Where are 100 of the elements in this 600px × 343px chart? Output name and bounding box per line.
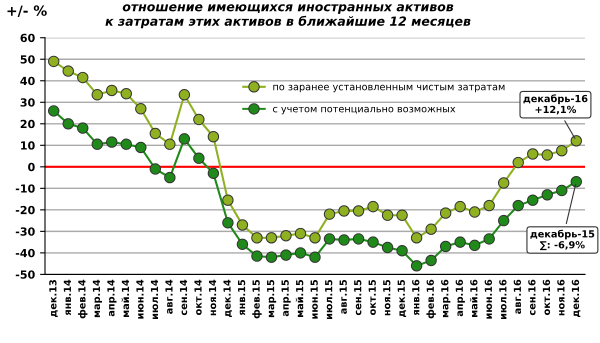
point	[236, 238, 248, 250]
x-tick-label: мар.14	[92, 280, 102, 318]
x-tick-label: янв.16	[412, 280, 420, 316]
point	[251, 232, 263, 244]
y-tick-label: 30	[20, 98, 35, 107]
point	[120, 88, 132, 100]
point	[309, 251, 321, 263]
y-tick-label: 20	[20, 120, 35, 128]
point	[135, 142, 146, 154]
x-tick-label: дек.16	[572, 280, 580, 317]
y-tick-label: -30	[16, 227, 35, 236]
point	[62, 118, 74, 130]
point	[512, 200, 524, 212]
y-tick-label: -10	[16, 184, 35, 193]
point	[208, 131, 220, 142]
point	[77, 122, 88, 134]
point	[556, 184, 568, 196]
point	[367, 236, 379, 248]
point	[527, 194, 538, 206]
x-tick-label: апр.15	[282, 280, 291, 316]
point	[527, 148, 538, 160]
point	[193, 152, 205, 164]
point	[135, 103, 146, 114]
point	[498, 214, 510, 226]
x-tick-label: ноя.14	[208, 280, 216, 316]
x-tick-label: июл.15	[325, 280, 332, 320]
y-axis-title: +/- %	[7, 5, 47, 17]
point	[484, 200, 495, 212]
y-tick-label: -40	[16, 248, 35, 258]
point	[164, 138, 176, 150]
point	[106, 84, 118, 96]
point	[294, 228, 306, 240]
point	[410, 232, 422, 244]
x-tick-label: дек.13	[49, 280, 58, 317]
point	[468, 240, 480, 252]
legend-label: по заранее установленным чистым затратам	[273, 84, 504, 92]
point	[294, 247, 306, 259]
point	[178, 89, 190, 100]
x-tick-label: окт.16	[542, 280, 550, 315]
x-tick-label: мар.16	[441, 280, 450, 318]
y-tick-label: 50	[20, 55, 35, 64]
x-tick-label: май.16	[470, 280, 478, 317]
x-tick-label: авг.14	[165, 280, 173, 314]
point	[367, 200, 379, 212]
point	[484, 233, 495, 245]
y-tick-label: 0	[28, 162, 35, 172]
point	[280, 230, 292, 242]
y-tick-label: 40	[20, 76, 35, 86]
point	[48, 105, 60, 117]
x-tick-label: сен.15	[354, 280, 362, 316]
point	[440, 240, 452, 252]
point	[396, 245, 408, 256]
point	[150, 128, 162, 140]
point	[77, 72, 88, 84]
point	[222, 217, 234, 228]
point	[352, 205, 364, 217]
point	[454, 200, 466, 212]
x-tick-label: апр.14	[107, 280, 116, 316]
annotation: декабрь-16 +12,1%	[523, 94, 588, 114]
point	[425, 224, 437, 235]
point	[512, 156, 524, 168]
point	[468, 206, 480, 218]
point	[193, 114, 205, 126]
point	[208, 168, 220, 179]
x-tick-label: дек.15	[398, 280, 406, 317]
x-tick-label: янв.15	[238, 280, 246, 316]
point	[92, 89, 103, 100]
point	[542, 149, 553, 161]
point	[425, 254, 437, 266]
point	[48, 56, 60, 68]
point	[309, 232, 321, 244]
x-tick-label: авг.16	[514, 280, 522, 314]
point	[92, 138, 103, 150]
x-tick-label: фев.14	[78, 280, 88, 318]
point	[570, 135, 582, 146]
y-tick-label: -50	[16, 270, 35, 279]
point	[106, 136, 118, 148]
x-tick-label: фев.16	[426, 280, 436, 318]
point	[324, 233, 336, 245]
x-tick-label: сен.14	[180, 280, 188, 316]
point	[324, 208, 336, 220]
legend-label: с учетом потенциально возможных	[272, 106, 456, 114]
point	[338, 205, 350, 217]
x-tick-label: мар.15	[267, 280, 276, 318]
x-tick-label: окт.15	[368, 280, 376, 315]
point	[556, 144, 568, 156]
y-tick-label: 10	[21, 141, 35, 150]
x-tick-label: ноя.16	[557, 280, 565, 316]
x-tick-label: ноя.15	[383, 280, 390, 316]
point	[150, 163, 162, 175]
point	[570, 176, 582, 188]
x-tick-label: апр.16	[456, 280, 465, 316]
point	[251, 250, 263, 262]
x-tick-label: фев.15	[252, 280, 262, 318]
point	[454, 236, 466, 248]
y-tick-label: -20	[16, 206, 35, 214]
chart-title: отношение имеющихся иностранных активов к затратам этих активов в ближайшие 12 месяцев	[105, 4, 470, 28]
x-tick-label: окт.14	[194, 280, 202, 315]
point	[120, 138, 132, 150]
point	[164, 172, 176, 184]
